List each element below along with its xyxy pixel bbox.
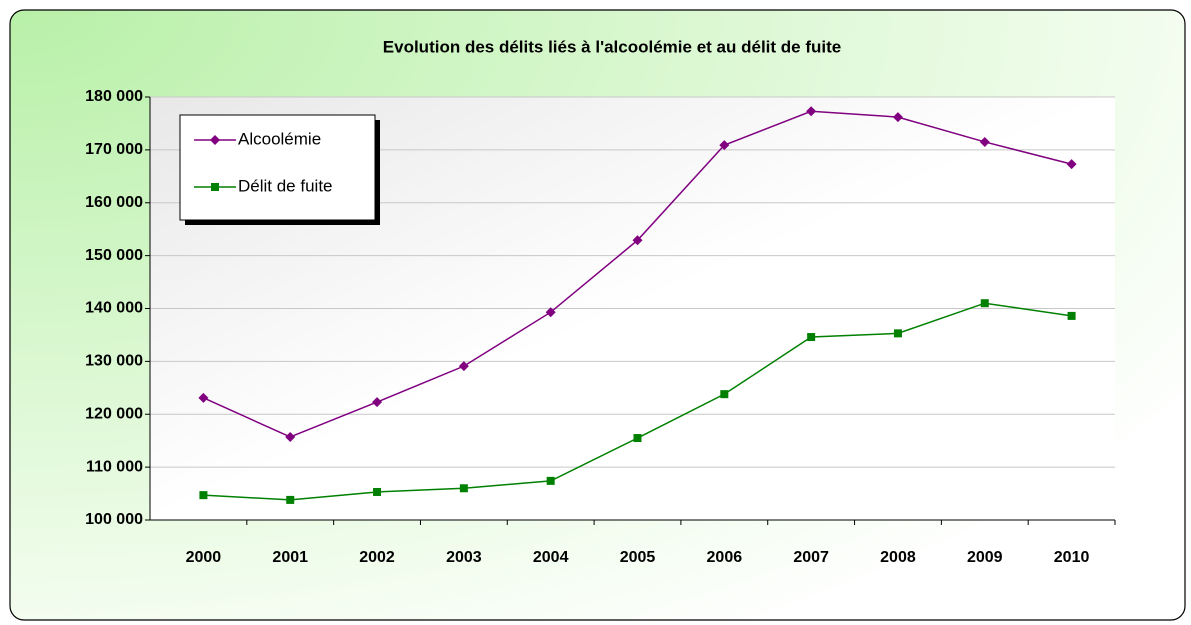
data-point: [286, 495, 295, 504]
y-tick-label: 120 000: [85, 405, 143, 422]
data-point: [980, 299, 989, 308]
data-point: [199, 491, 208, 500]
data-point: [632, 235, 643, 246]
data-point: [719, 140, 730, 151]
x-tick-label: 2003: [446, 549, 482, 566]
data-point: [285, 431, 296, 442]
data-point: [893, 329, 902, 338]
data-point: [210, 135, 220, 145]
x-tick-label: 2000: [186, 549, 222, 566]
data-point: [979, 136, 990, 147]
data-point: [806, 106, 817, 117]
x-tick-label: 2002: [359, 549, 395, 566]
grid: 100 000 110 000 120 000 130 000 140 000 150 0…: [85, 88, 1116, 566]
x-tick-label: 2006: [707, 549, 743, 566]
data-point: [458, 361, 469, 372]
y-tick-label: 160 000: [85, 194, 143, 211]
x-tick-label: 2008: [880, 549, 916, 566]
data-point: [211, 183, 219, 191]
x-tick-label: 2009: [967, 549, 1003, 566]
y-tick-label: 100 000: [85, 511, 143, 528]
y-tick-label: 140 000: [85, 300, 143, 317]
data-point: [720, 390, 729, 399]
x-tick-label: 2004: [533, 549, 569, 566]
data-point: [1067, 311, 1076, 320]
y-tick-label: 170 000: [85, 141, 143, 158]
data-point: [459, 484, 468, 493]
data-point: [633, 434, 642, 443]
data-point: [892, 112, 903, 123]
y-tick-label: 110 000: [86, 458, 143, 475]
data-point: [807, 333, 816, 342]
marks: [198, 106, 1077, 504]
legend-box: [179, 114, 376, 221]
y-tick-label: 130 000: [85, 353, 143, 370]
data-point: [546, 476, 555, 485]
chart-title: Evolution des délits liés à l'alcoolémie…: [383, 37, 841, 56]
x-tick-label: 2001: [272, 549, 308, 566]
x-tick-label: 2010: [1054, 549, 1090, 566]
legend-label: Délit de fuite: [238, 176, 333, 195]
legend: Alcoolémie Délit de fuite: [179, 114, 380, 225]
legend-label: Alcoolémie: [238, 129, 321, 148]
x-tick-label: 2005: [620, 549, 656, 566]
data-point: [1066, 159, 1077, 170]
y-tick-label: 150 000: [85, 247, 143, 264]
data-point: [545, 307, 556, 318]
data-point: [198, 392, 209, 403]
x-tick-label: 2007: [793, 549, 829, 566]
data-point: [372, 397, 383, 408]
data-point: [373, 487, 382, 496]
y-tick-label: 180 000: [85, 88, 143, 105]
